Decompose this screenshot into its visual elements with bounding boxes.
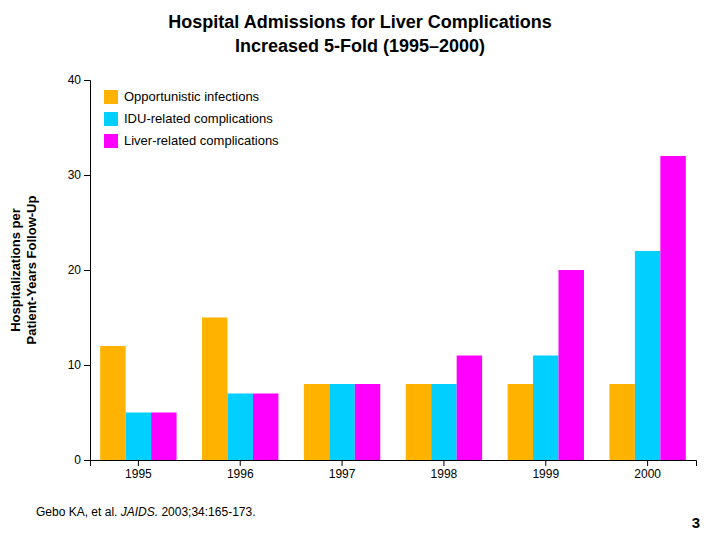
bar (227, 394, 252, 461)
tick-mark (84, 80, 90, 81)
y-label: Hospitalizations perPatient-Years Follow… (8, 196, 39, 345)
annotation: 3 (692, 514, 700, 531)
series (126, 251, 661, 460)
bars (100, 156, 686, 460)
tick: 20 (68, 263, 90, 277)
bar (660, 156, 685, 460)
tick-label: 10 (68, 358, 82, 372)
tick-mark (342, 460, 343, 466)
tick-label: 30 (68, 168, 82, 182)
bar (304, 384, 329, 460)
tick: 1999 (532, 460, 559, 481)
tick-mark (647, 460, 648, 466)
bar (635, 251, 660, 460)
tick: 40 (68, 73, 90, 87)
tick-mark (443, 460, 444, 466)
bar (126, 413, 151, 461)
tick-label: 1999 (532, 467, 559, 481)
legend-label: Liver-related complications (124, 133, 279, 148)
footnote: Gebo KA, et al. JAIDS. 2003;34:165-173. (36, 505, 255, 519)
tick: 1995 (125, 460, 152, 481)
tick: 30 (68, 168, 90, 182)
tick-mark (84, 460, 90, 461)
bar (151, 413, 176, 461)
bar (431, 384, 456, 460)
tick-label: 40 (68, 73, 82, 87)
legend: Opportunistic infections IDU-related comp… (104, 89, 279, 148)
bar (355, 384, 380, 460)
chart: Hospital Admissions for Liver Complicati… (0, 0, 720, 540)
bar (100, 346, 125, 460)
legend-swatch (104, 112, 118, 126)
bar (202, 318, 227, 461)
tick-mark (240, 460, 241, 466)
tick: 1996 (227, 460, 254, 481)
bar (457, 356, 482, 461)
tick-label: 0 (74, 453, 81, 467)
tick-mark (84, 365, 90, 366)
bar (533, 356, 558, 461)
tick: 2000 (634, 460, 661, 481)
tick-mark (84, 270, 90, 271)
legend-swatch (104, 90, 118, 104)
tick: 1997 (329, 460, 356, 481)
footnote-part: 2003;34:165-173. (158, 505, 255, 519)
tick: 1998 (431, 460, 458, 481)
legend-item: IDU-related complications (104, 111, 273, 126)
tick-mark (545, 460, 546, 466)
axis-line (91, 461, 697, 467)
y-axis: 0 10 20 30 40 (68, 73, 91, 467)
tick-label: 1995 (125, 467, 152, 481)
bar (609, 384, 634, 460)
bar (406, 384, 431, 460)
legend-item: Liver-related complications (104, 133, 279, 148)
axis-line (84, 81, 91, 461)
bar (508, 384, 533, 460)
title: Hospital Admissions for Liver Complicati… (168, 12, 551, 32)
x-axis: 1995 1996 1997 1998 1999 2000 (91, 460, 697, 481)
tick-label: 1996 (227, 467, 254, 481)
series (151, 156, 686, 460)
legend-label: IDU-related complications (124, 111, 273, 126)
tick-label: 20 (68, 263, 82, 277)
tick: 10 (68, 358, 90, 372)
series (100, 318, 635, 461)
subtitle: Increased 5-Fold (1995–2000) (235, 36, 485, 56)
bar (329, 384, 354, 460)
legend-label: Opportunistic infections (124, 89, 260, 104)
tick-label: 2000 (634, 467, 661, 481)
tick-mark (84, 175, 90, 176)
footnote-part: Gebo KA, et al. (36, 505, 121, 519)
bar (253, 394, 278, 461)
footnote-part: JAIDS. (120, 505, 158, 519)
legend-item: Opportunistic infections (104, 89, 260, 104)
tick: 0 (74, 453, 90, 467)
tick-label: 1997 (329, 467, 356, 481)
legend-swatch (104, 134, 118, 148)
tick-label: 1998 (431, 467, 458, 481)
plot: 0 10 20 30 40 1995 1996 1997 1998 1999 2000 Opportu… (68, 73, 697, 480)
bar (559, 270, 584, 460)
tick-mark (138, 460, 139, 466)
